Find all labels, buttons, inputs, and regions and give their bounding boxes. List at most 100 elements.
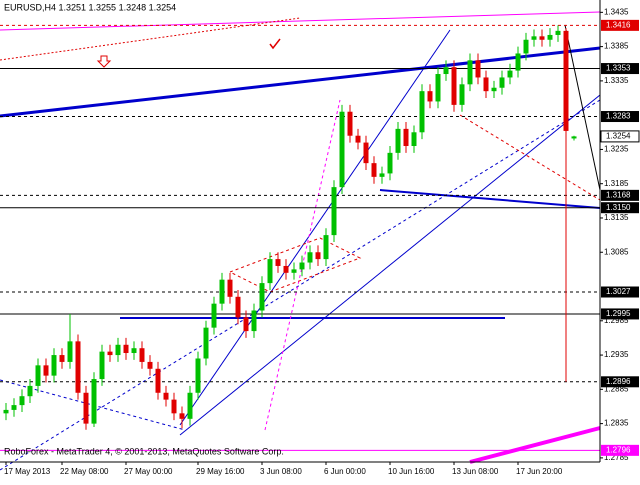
candle-body (291, 269, 297, 273)
candle-body (251, 310, 257, 332)
candle-body (395, 128, 401, 153)
candle-body (435, 74, 441, 102)
candle-body (235, 296, 241, 318)
candle-body (411, 132, 417, 147)
candle-body (307, 252, 313, 263)
check-icon (269, 38, 281, 50)
level-tag (601, 286, 639, 298)
candle-body (27, 385, 33, 397)
candle-body (123, 344, 129, 354)
level-label: 1.2896 (606, 377, 631, 386)
level-tag (601, 19, 639, 31)
candle-body (515, 53, 521, 71)
candle-body (59, 355, 65, 362)
candle-body (107, 351, 113, 356)
candle-body (387, 152, 393, 174)
chart-title: EURUSD,H4 1.3251 1.3255 1.3248 1.3254 (4, 2, 176, 12)
y-tick-label: 1.3335 (604, 76, 629, 85)
candle-body (467, 60, 473, 85)
level-tag (601, 308, 639, 320)
last-price-label: 1.3254 (606, 132, 631, 141)
candle-body (331, 187, 337, 236)
candle-body (523, 39, 529, 54)
candle-body (163, 392, 169, 400)
candle-body (419, 91, 425, 133)
candle-body (51, 355, 57, 376)
candle-body (443, 67, 449, 75)
price-axis (600, 0, 640, 480)
candle-body (339, 111, 345, 188)
trend-line (0, 46, 601, 118)
candle-body (363, 142, 369, 164)
candles (3, 25, 577, 430)
candle-body (115, 344, 121, 356)
candle-body (67, 341, 73, 362)
trend-line (379, 189, 601, 209)
x-tick-label: 27 May 00:00 (124, 467, 173, 476)
candle-body (35, 365, 41, 386)
candle-body (99, 351, 105, 380)
candle-body (299, 262, 305, 270)
candle-body (379, 173, 385, 177)
footer: RoboForex - MetaTrader 4, © 2001-2013, M… (4, 446, 284, 456)
candle-body (451, 67, 457, 105)
forecast-line (564, 24, 601, 191)
candle-body (211, 303, 217, 328)
candle-body (571, 136, 577, 139)
x-tick-label: 6 Jun 00:00 (324, 467, 366, 476)
level-tag (601, 376, 639, 388)
x-tick-label: 17 May 2013 (4, 467, 51, 476)
candle-body (371, 163, 377, 177)
x-tick-label: 17 Jun 20:00 (516, 467, 563, 476)
candle-body (491, 87, 497, 92)
candle-body (259, 283, 265, 311)
candle-body (315, 252, 321, 260)
candle-body (139, 348, 145, 362)
candle-body (347, 111, 353, 136)
x-tick-label: 22 May 08:00 (60, 467, 109, 476)
candle-body (267, 259, 273, 284)
candle-body (187, 392, 193, 419)
triangle (228, 237, 362, 293)
candle-body (531, 36, 537, 40)
y-tick-label: 1.3385 (604, 42, 629, 51)
candle-body (171, 399, 177, 414)
candle-body (43, 365, 49, 376)
candle-body (283, 265, 289, 273)
level-tag (601, 444, 639, 456)
channel-line (179, 94, 601, 436)
candle-body (243, 317, 249, 332)
x-tick-label: 3 Jun 08:00 (260, 467, 302, 476)
level-tag (601, 189, 639, 201)
level-tag (601, 63, 639, 75)
candle-body (19, 396, 25, 406)
level-label: 1.3416 (606, 20, 631, 29)
candle-body (483, 77, 489, 92)
y-tick-label: 1.3185 (604, 179, 629, 188)
y-tick-label: 1.2785 (604, 453, 629, 462)
candle-body (203, 327, 209, 359)
level-label: 1.3353 (606, 64, 631, 73)
level-label: 1.2796 (606, 445, 631, 454)
y-tick-label: 1.2935 (604, 350, 629, 359)
candle-body (555, 30, 561, 35)
candle-body (547, 34, 553, 40)
channel-line (179, 29, 451, 426)
x-tick-label: 29 May 16:00 (196, 467, 245, 476)
candle-body (219, 279, 225, 304)
y-tick-label: 1.2885 (604, 384, 629, 393)
level-tag (601, 202, 639, 214)
levels (0, 24, 600, 451)
candle-body (227, 279, 233, 297)
candle-body (563, 30, 569, 131)
candle-body (91, 379, 97, 424)
down-arrow-icon (96, 55, 112, 68)
candle-body (427, 91, 433, 102)
candle-body (507, 70, 513, 78)
candle-body (75, 341, 81, 393)
level-label: 1.3283 (606, 112, 631, 121)
candle-body (3, 409, 9, 414)
candle-body (475, 60, 481, 78)
level-label: 1.3168 (606, 190, 631, 199)
